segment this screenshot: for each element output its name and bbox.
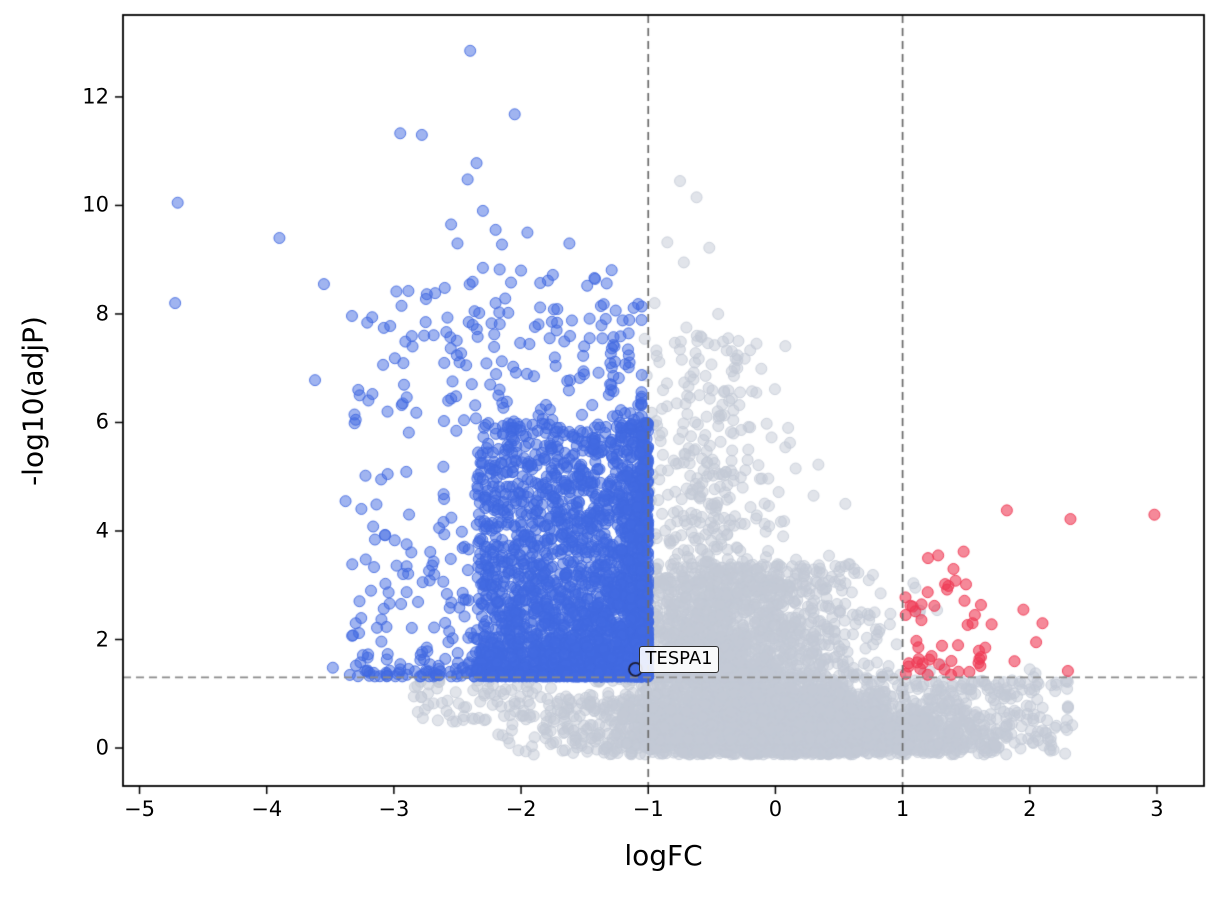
scatter-plot-canvas: [0, 0, 1228, 906]
